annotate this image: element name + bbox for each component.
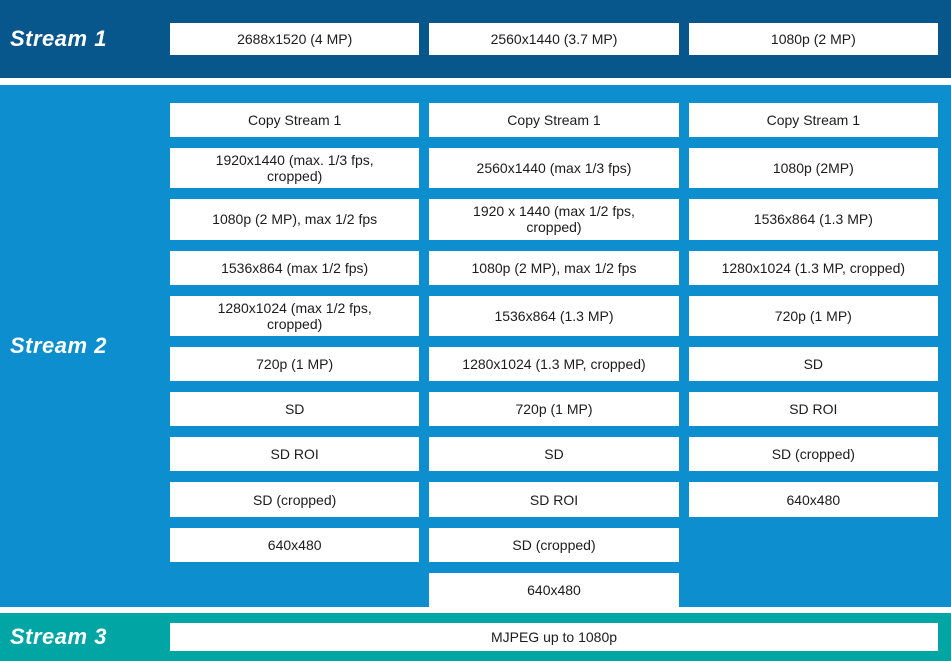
stream2-option: SD ROI	[429, 482, 679, 517]
stream2-option: 640x480	[688, 482, 938, 517]
stream2-option	[689, 573, 938, 607]
stream3-options-row: MJPEG up to 1080p	[170, 613, 938, 661]
stream1-option: 2560x1440 (3.7 MP)	[429, 23, 679, 55]
stream2-option: 1536x864 (1.3 MP)	[688, 199, 938, 240]
stream2-option: 1280x1024 (1.3 MP, cropped)	[429, 346, 679, 382]
stream2-option	[689, 528, 938, 562]
stream2-option: 1280x1024 (1.3 MP, cropped)	[688, 250, 938, 285]
stream2-option: SD	[688, 346, 938, 382]
stream2-option: 1536x864 (1.3 MP)	[429, 295, 679, 336]
stream2-label-column: Stream 2	[0, 85, 170, 607]
stream2-option: 720p (1 MP)	[170, 346, 420, 382]
stream2-option: 640x480	[429, 572, 679, 607]
stream2-option: SD (cropped)	[429, 527, 679, 562]
stream2-option: 720p (1 MP)	[429, 392, 679, 427]
stream3-label-column: Stream 3	[0, 613, 170, 661]
stream2-option: 1536x864 (max 1/2 fps)	[170, 250, 420, 285]
stream1-band: Stream 1 2688x1520 (4 MP) 2560x1440 (3.7…	[0, 0, 951, 78]
stream2-option: 1920 x 1440 (max 1/2 fps, cropped)	[429, 199, 679, 240]
stream2-option: 640x480	[170, 527, 420, 562]
stream2-option	[170, 573, 419, 607]
stream3-option: MJPEG up to 1080p	[170, 623, 938, 651]
stream2-option: SD	[170, 392, 420, 427]
stream1-options-row: 2688x1520 (4 MP) 2560x1440 (3.7 MP) 1080…	[170, 0, 938, 78]
stream2-option: SD	[429, 437, 679, 472]
stream3-band: Stream 3 MJPEG up to 1080p	[0, 613, 951, 661]
stream2-option: SD ROI	[170, 437, 420, 472]
stream1-option: 2688x1520 (4 MP)	[170, 23, 420, 55]
stream2-option: 720p (1 MP)	[688, 295, 938, 336]
stream2-label: Stream 2	[10, 333, 107, 358]
stream2-option: 1080p (2 MP), max 1/2 fps	[170, 199, 420, 240]
stream2-option: Copy Stream 1	[170, 103, 420, 138]
stream1-label: Stream 1	[10, 26, 107, 51]
stream2-option: 1280x1024 (max 1/2 fps, cropped)	[170, 295, 420, 336]
band-divider	[0, 78, 951, 85]
stream2-option: SD (cropped)	[688, 437, 938, 472]
stream1-label-column: Stream 1	[0, 0, 170, 78]
band-divider	[0, 607, 951, 613]
stream2-option: 2560x1440 (max 1/3 fps)	[429, 148, 679, 189]
stream2-option: Copy Stream 1	[688, 103, 938, 138]
stream2-options-grid: Copy Stream 1 Copy Stream 1 Copy Stream …	[170, 85, 938, 607]
stream2-option: Copy Stream 1	[429, 103, 679, 138]
stream2-option: 1080p (2MP)	[688, 148, 938, 189]
stream2-option: 1920x1440 (max. 1/3 fps, cropped)	[170, 148, 420, 189]
stream3-label: Stream 3	[10, 624, 107, 649]
stream2-option: SD ROI	[688, 392, 938, 427]
stream2-band: Stream 2 Copy Stream 1 Copy Stream 1 Cop…	[0, 85, 951, 607]
stream2-option: 1080p (2 MP), max 1/2 fps	[429, 250, 679, 285]
stream2-option: SD (cropped)	[170, 482, 420, 517]
stream1-option: 1080p (2 MP)	[688, 23, 938, 55]
